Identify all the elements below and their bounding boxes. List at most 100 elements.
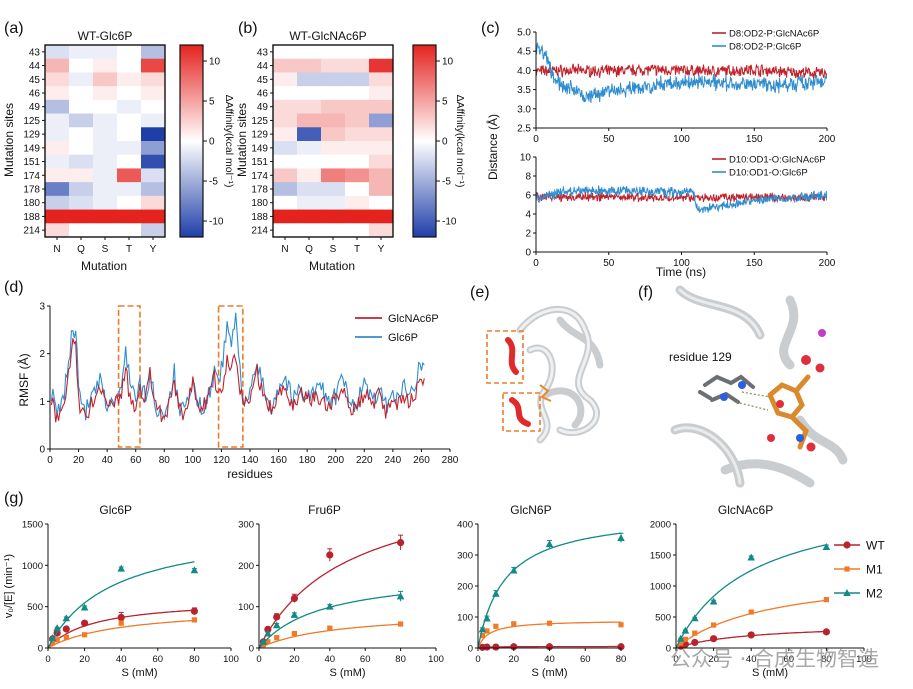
heat-cell bbox=[117, 72, 142, 87]
data-point-m2 bbox=[478, 625, 487, 633]
heat-cell bbox=[117, 195, 142, 210]
y-tick-label: 4.0 bbox=[517, 66, 531, 77]
heat-cell bbox=[69, 127, 94, 142]
heat-cell bbox=[273, 209, 298, 224]
y-tick-label: 178 bbox=[23, 185, 40, 196]
y-tick-label: 0 bbox=[468, 644, 473, 655]
data-point-m2 bbox=[190, 566, 199, 574]
data-point-wt bbox=[62, 625, 70, 633]
y-tick-label: 3.0 bbox=[517, 104, 531, 115]
colorbar-tick-label: -5 bbox=[209, 177, 218, 188]
heat-cell bbox=[141, 141, 166, 156]
x-tick-label: 50 bbox=[603, 258, 615, 269]
legend-label: GlcNAc6P bbox=[388, 313, 439, 325]
heat-cell bbox=[117, 86, 142, 101]
colorbar-tick-label: 5 bbox=[209, 97, 215, 108]
data-point-m2 bbox=[492, 589, 500, 597]
x-tick-label: 0 bbox=[256, 654, 261, 665]
heat-cell bbox=[69, 154, 94, 169]
data-point-wt bbox=[81, 619, 89, 627]
heat-cell bbox=[45, 113, 70, 128]
x-tick-label: T bbox=[126, 244, 132, 255]
heat-cell bbox=[69, 195, 94, 210]
heat-cell bbox=[117, 113, 142, 128]
heat-cell bbox=[297, 223, 322, 238]
data-point-m1 bbox=[398, 621, 404, 627]
y-tick-label: 500 bbox=[655, 613, 671, 624]
data-point-wt bbox=[691, 638, 699, 647]
y-tick-label: 174 bbox=[23, 171, 40, 182]
rmsf-series-line bbox=[50, 338, 425, 423]
x-tick-label: T bbox=[354, 244, 360, 255]
x-tick-label: 100 bbox=[428, 654, 444, 665]
heat-cell bbox=[321, 127, 346, 142]
heat-cell bbox=[93, 141, 118, 156]
heat-cell bbox=[45, 168, 70, 183]
data-point-m1 bbox=[682, 636, 688, 642]
heat-cell bbox=[93, 58, 118, 73]
x-tick-label: 220 bbox=[356, 455, 373, 466]
heat-cell bbox=[117, 223, 142, 238]
legend-label: D8:OD2-P:GlcNAc6P bbox=[729, 29, 819, 40]
heat-cell bbox=[69, 99, 94, 114]
heat-cell bbox=[369, 223, 394, 238]
heat-cell bbox=[141, 154, 166, 169]
y-tick-label: 3 bbox=[39, 302, 45, 313]
heat-cell bbox=[45, 86, 70, 101]
heat-cell bbox=[93, 86, 118, 101]
colorbar-tick-label: -5 bbox=[442, 177, 451, 188]
x-tick-label: 60 bbox=[153, 654, 164, 665]
heat-cell bbox=[69, 223, 94, 238]
colorbar-b-label: ΔAffinity(kcal mol⁻¹) bbox=[454, 95, 466, 188]
heatmap-b-ylabel: Mutation sites bbox=[235, 103, 249, 177]
heat-cell bbox=[321, 141, 346, 156]
data-point-wt bbox=[510, 643, 518, 651]
active-site-structure-image: residue 129 bbox=[668, 283, 848, 488]
data-point-m1 bbox=[844, 566, 850, 572]
heat-cell bbox=[45, 154, 70, 169]
heat-cell bbox=[93, 154, 118, 169]
y-tick-label: 6 bbox=[525, 191, 531, 202]
data-point-m2 bbox=[396, 592, 405, 600]
panel-label-c: (c) bbox=[481, 20, 500, 37]
y-tick-label: 2 bbox=[525, 229, 531, 240]
colorbar-tick-label: 10 bbox=[442, 57, 454, 68]
y-tick-label: 300 bbox=[238, 520, 254, 531]
kinetics-title: Glc6P bbox=[99, 503, 132, 517]
heat-cell bbox=[117, 45, 142, 60]
data-point-wt bbox=[822, 628, 831, 636]
x-tick-label: 140 bbox=[242, 455, 259, 466]
heat-cell bbox=[321, 154, 346, 169]
panel-label-e: (e) bbox=[470, 284, 490, 301]
heat-cell bbox=[297, 72, 322, 87]
heat-cell bbox=[93, 168, 118, 183]
panel-label-g: (g) bbox=[4, 490, 24, 507]
data-point-m2 bbox=[681, 626, 690, 634]
heat-cell bbox=[321, 195, 346, 210]
panel-label-a: (a) bbox=[4, 20, 24, 37]
heat-cell bbox=[345, 113, 370, 128]
data-point-m1 bbox=[265, 639, 271, 645]
heat-cell bbox=[93, 182, 118, 197]
heat-cell bbox=[273, 72, 298, 87]
kinetics-title: GlcN6P bbox=[510, 503, 551, 517]
y-tick-label: 43 bbox=[29, 47, 41, 58]
colorbar-tick-label: -10 bbox=[442, 217, 457, 228]
heat-cell bbox=[345, 99, 370, 114]
x-tick-label: N bbox=[281, 244, 288, 255]
heat-cell bbox=[273, 168, 298, 183]
x-tick-label: 50 bbox=[603, 134, 615, 145]
heat-cell bbox=[45, 99, 70, 114]
data-point-m1 bbox=[692, 630, 698, 636]
data-point-m2 bbox=[509, 566, 518, 574]
data-point-m2 bbox=[709, 597, 718, 605]
data-point-m2 bbox=[843, 589, 851, 596]
data-point-m1 bbox=[748, 609, 754, 615]
data-point-m1 bbox=[63, 634, 69, 640]
heat-cell bbox=[141, 86, 166, 101]
data-point-m1 bbox=[678, 640, 684, 646]
x-tick-label: 40 bbox=[325, 654, 336, 665]
heat-cell bbox=[297, 113, 322, 128]
data-point-wt bbox=[190, 607, 198, 615]
